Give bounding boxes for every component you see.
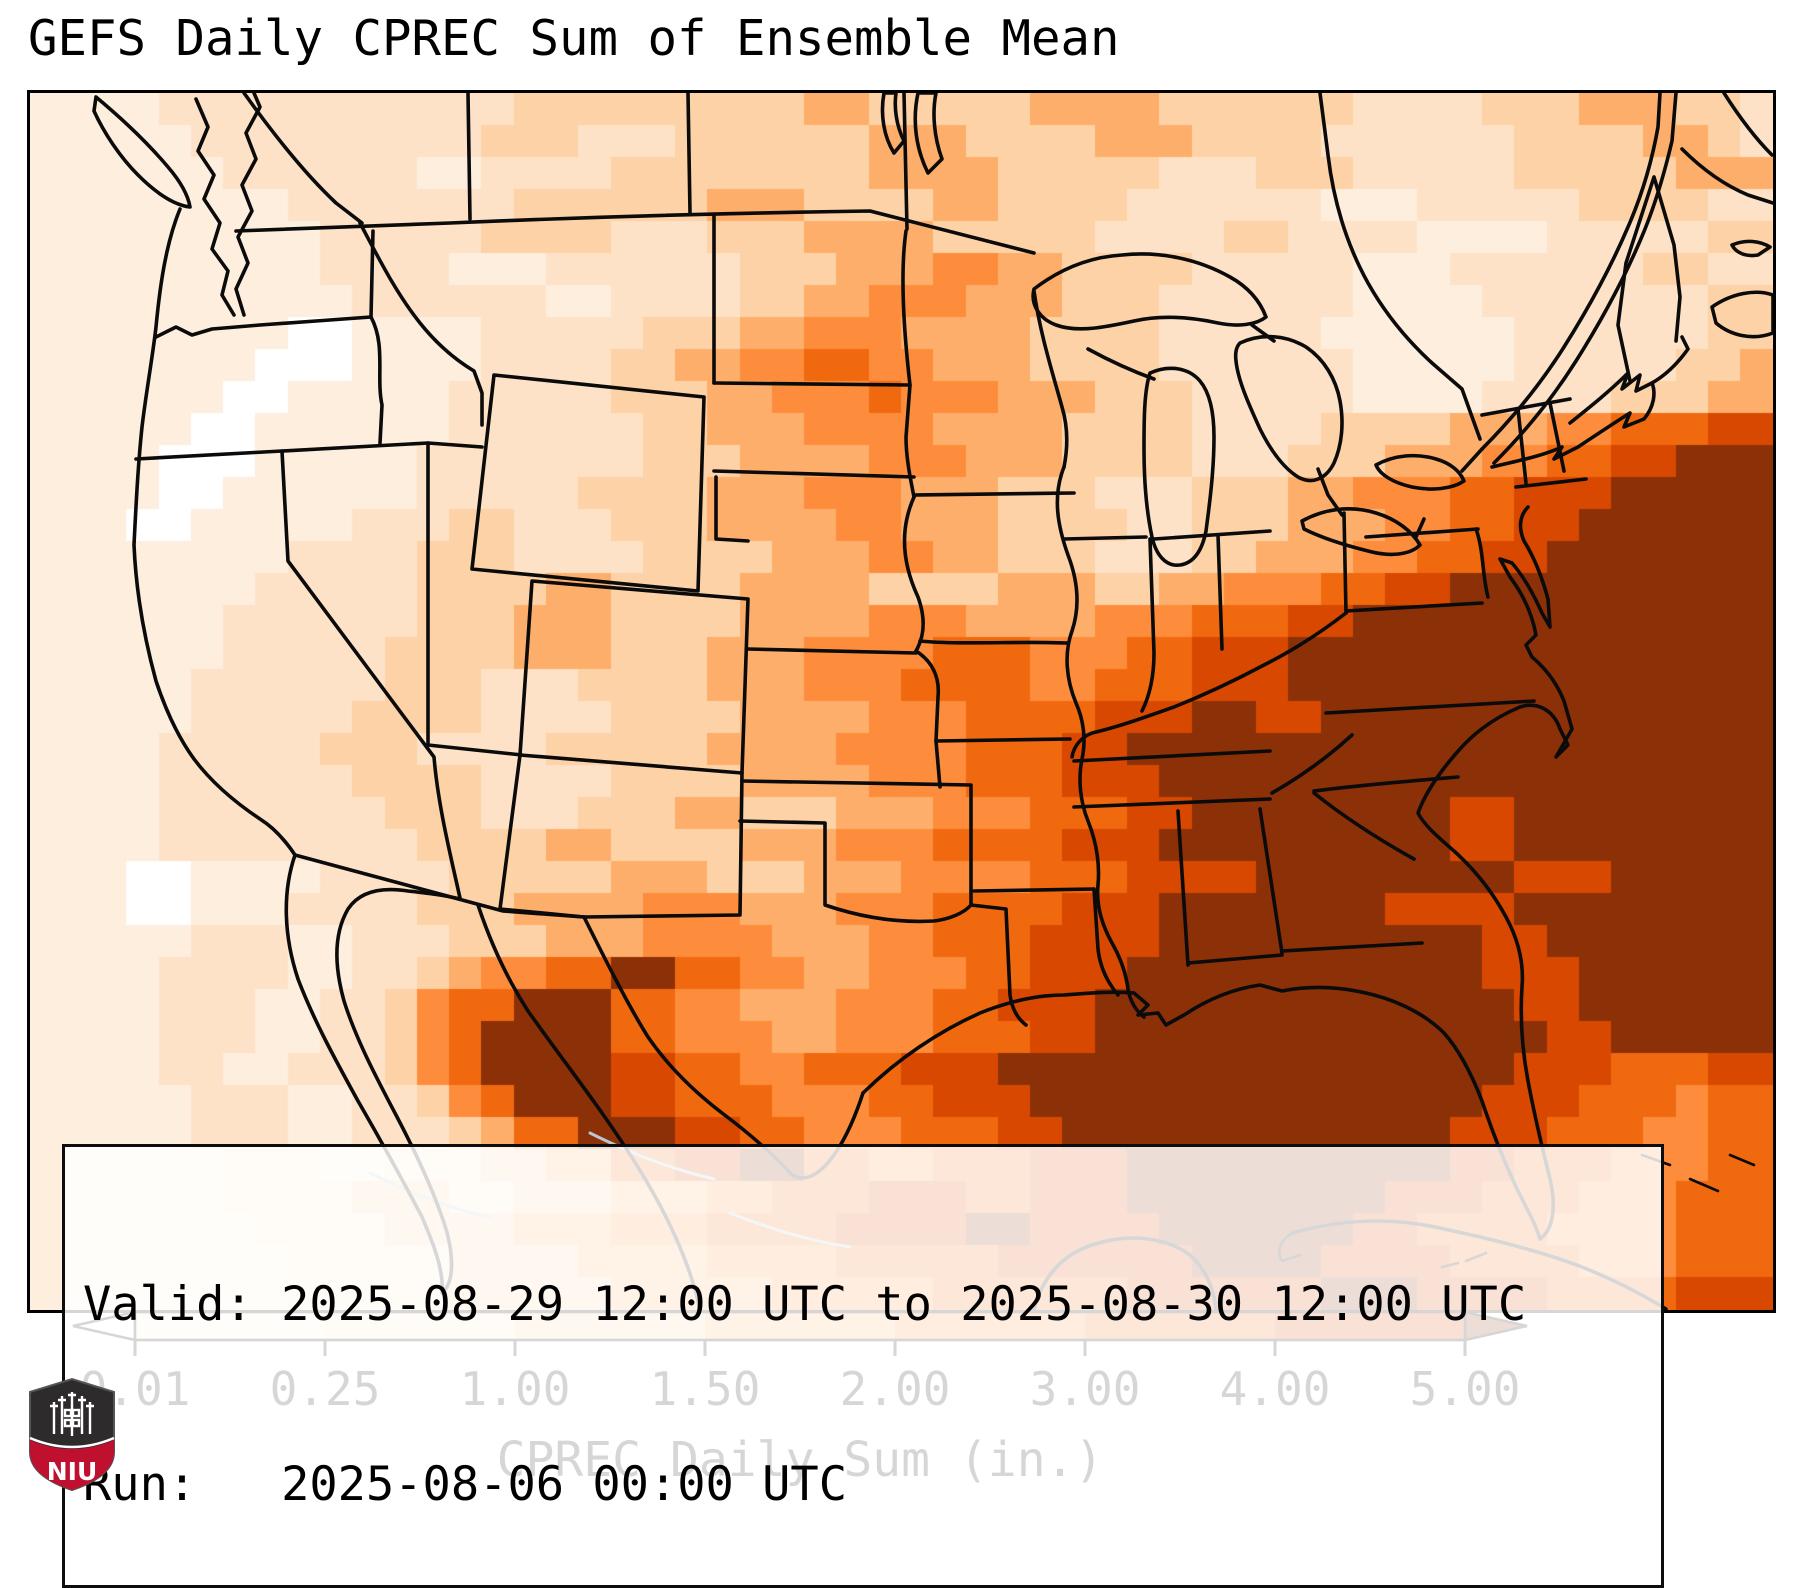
lake-erie <box>1300 507 1422 557</box>
lake-winnipegosis <box>880 93 906 155</box>
new-brunswick-coast <box>1722 93 1773 157</box>
gaspe-coast <box>1680 147 1773 205</box>
state-boundaries-overlay <box>92 93 1773 1310</box>
pacific-coast <box>132 207 297 857</box>
political-borders <box>234 93 1682 1180</box>
run-line: Run: 2025-08-06 00:00 UTC <box>83 1457 848 1512</box>
maine-coast <box>1568 371 1654 425</box>
lake-superior <box>1031 252 1268 331</box>
weather-map-page: { "title": "GEFS Daily CPREC Sum of Ense… <box>27 10 1776 1588</box>
page-title: GEFS Daily CPREC Sum of Ensemble Mean <box>28 10 1120 67</box>
state-lines <box>134 213 1588 1027</box>
st-lawrence-river <box>1480 93 1662 451</box>
us-mexico-border <box>293 853 586 919</box>
new-england-coast <box>1490 335 1690 469</box>
puget-sound-east <box>234 93 262 317</box>
us-canada-border <box>234 209 1036 255</box>
niu-logo: NIU <box>29 1377 115 1492</box>
precipitation-map <box>27 90 1776 1313</box>
lake-huron <box>1233 334 1344 483</box>
nova-scotia <box>1710 290 1773 339</box>
niu-logo-text: NIU <box>47 1457 98 1486</box>
niu-castle-icon <box>50 1392 94 1436</box>
puget-sound <box>194 97 236 317</box>
rio-grande <box>582 915 865 1180</box>
lake-winnipeg <box>913 93 944 175</box>
vancouver-island <box>92 95 192 209</box>
niu-shield-divider <box>29 1436 115 1449</box>
florida-atlantic-coast <box>1416 505 1574 1241</box>
lake-ontario <box>1374 453 1466 491</box>
valid-line: Valid: 2025-08-29 12:00 UTC to 2025-08-3… <box>83 1277 1527 1332</box>
maine-quebec-border <box>1480 175 1682 417</box>
lake-michigan <box>1142 366 1216 567</box>
mississippi-river <box>1055 465 1146 1019</box>
niu-shield-red-band <box>30 1440 114 1490</box>
bc-alberta-border <box>242 93 364 225</box>
ontario-quebec-border <box>1318 93 1482 441</box>
prince-edward-island <box>1730 239 1772 258</box>
valid-run-info-box: Valid: 2025-08-29 12:00 UTC to 2025-08-3… <box>62 1144 1664 1588</box>
